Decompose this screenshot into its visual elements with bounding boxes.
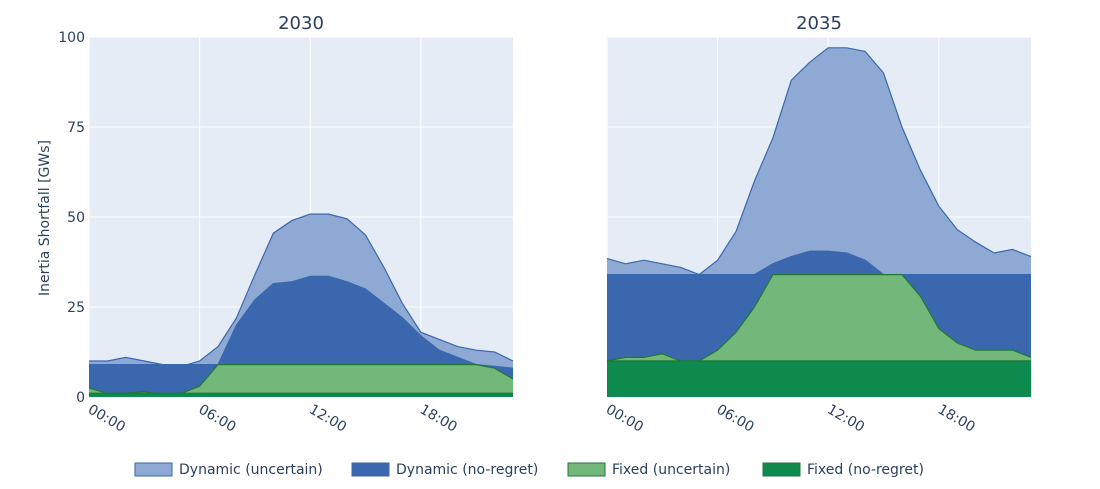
y-tick-label: 25: [67, 300, 85, 316]
y-tick-label: 50: [67, 210, 85, 226]
area-fix_nr: [89, 393, 513, 397]
area-fix_unc: [89, 364, 513, 397]
legend-label: Dynamic (no-regret): [396, 462, 538, 478]
panel-title: 2030: [278, 13, 324, 34]
y-axis-title: Inertia Shortfall [GWs]: [37, 140, 53, 296]
legend-swatch: [567, 462, 606, 477]
legend-item-fix_unc[interactable]: Fixed (uncertain): [567, 462, 730, 478]
x-tick-label: 06:00: [196, 402, 239, 436]
legend-item-dyn_unc[interactable]: Dynamic (uncertain): [134, 462, 323, 478]
legend-label: Fixed (uncertain): [612, 462, 730, 478]
x-tick-label: 00:00: [603, 402, 646, 436]
line-dyn_unc: [606, 47, 1032, 276]
panel-title: 2035: [796, 13, 842, 34]
line-dyn_nr: [607, 250, 1031, 276]
legend-label: Dynamic (uncertain): [179, 462, 323, 478]
legend-label: Fixed (no-regret): [807, 462, 924, 478]
y-tick-label: 100: [58, 30, 85, 46]
x-tick-label: 18:00: [417, 402, 460, 436]
panel-2035: 2035 00:00 06:00 12:00 18:00: [603, 13, 1032, 436]
x-tick-label: 12:00: [306, 402, 349, 436]
legend-swatch: [351, 462, 390, 477]
chart-panels: 2030 00:00 06:00 12:00 18:00 0 25 50 75 100 2035 00…: [58, 13, 1032, 436]
x-tick-label: 12:00: [824, 402, 867, 436]
x-tick-label: 18:00: [935, 402, 978, 436]
x-tick-label: 06:00: [714, 402, 757, 436]
y-tick-label: 0: [76, 390, 85, 406]
x-tick-label: 00:00: [85, 402, 128, 436]
legend-item-dyn_nr[interactable]: Dynamic (no-regret): [351, 462, 538, 478]
line-dyn_nr: [89, 275, 514, 369]
chart-legend[interactable]: Dynamic (uncertain) Dynamic (no-regret) Fi…: [134, 462, 924, 478]
legend-swatch: [762, 462, 801, 477]
legend-swatch: [134, 462, 173, 477]
area-fix_nr: [607, 361, 1031, 397]
y-tick-label: 75: [67, 120, 85, 136]
legend-item-fix_nr[interactable]: Fixed (no-regret): [762, 462, 924, 478]
panel-2030: 2030 00:00 06:00 12:00 18:00 0 25 50 75 100: [58, 13, 514, 436]
line-fix_unc: [606, 274, 1032, 362]
